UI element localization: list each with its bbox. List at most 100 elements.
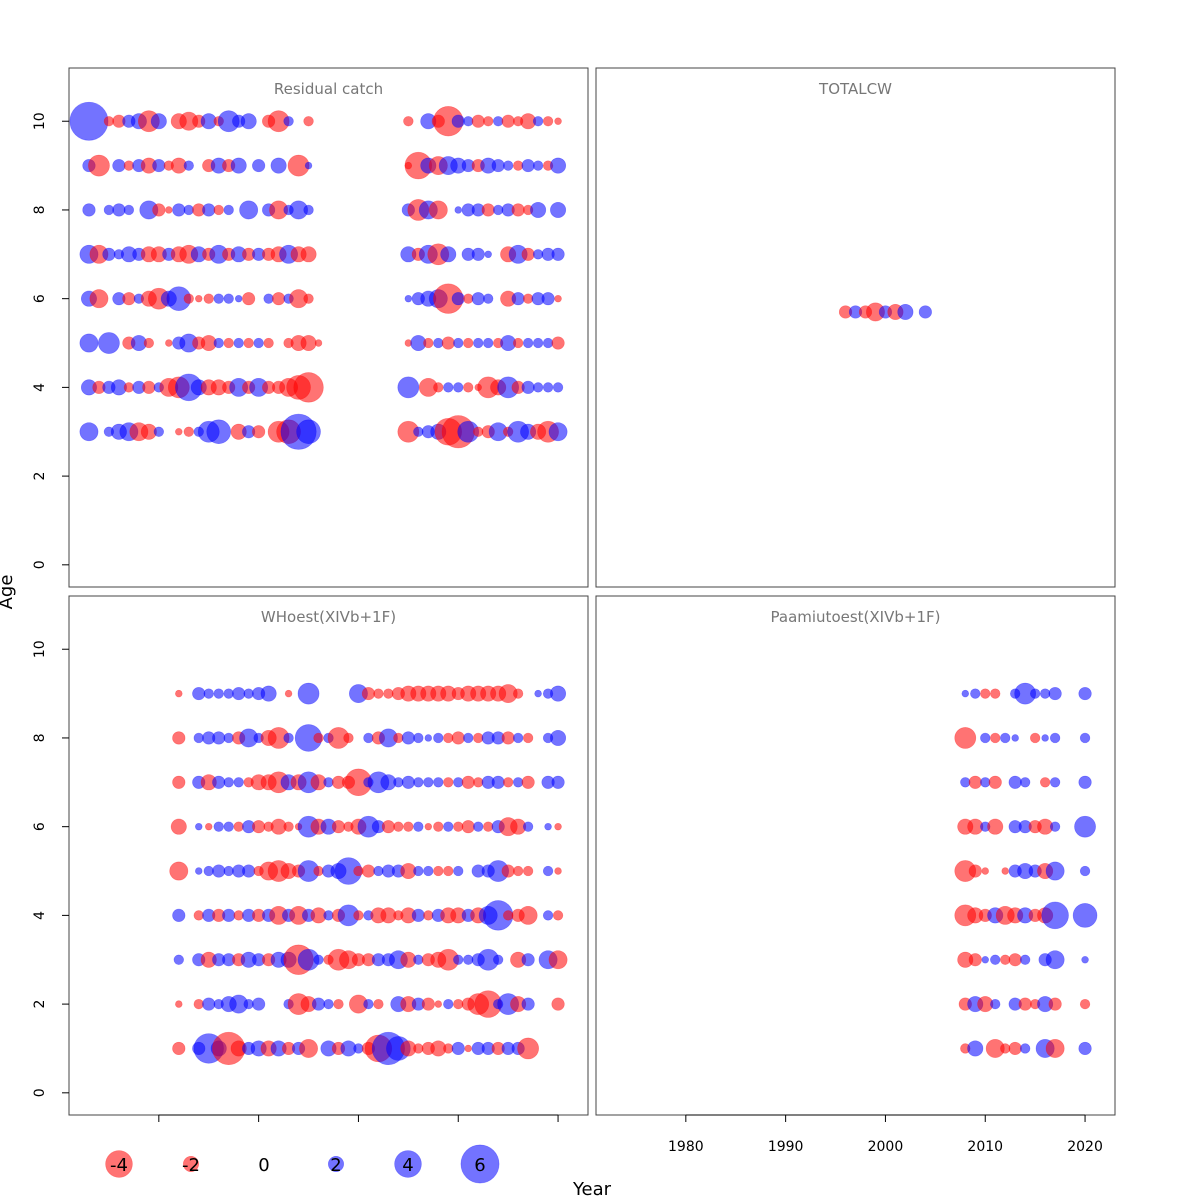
residual-bubble [300, 335, 317, 352]
residual-bubble [484, 250, 492, 259]
residual-bubble [1041, 734, 1049, 742]
residual-bubble [243, 337, 254, 349]
residual-bubble [424, 734, 433, 742]
residual-bubble [363, 732, 374, 744]
residual-bubble [512, 865, 524, 877]
residual-bubble [1048, 997, 1062, 1011]
residual-bubble [1045, 1039, 1065, 1058]
residual-bubble [243, 998, 254, 1010]
residual-bubble [970, 688, 981, 699]
residual-bubble [493, 954, 504, 965]
residual-bubble [473, 821, 484, 832]
residual-bubble [123, 382, 135, 393]
residual-bubble [223, 204, 234, 216]
residual-bubble [548, 422, 568, 442]
residual-bubble [532, 382, 544, 393]
x-axis-title: Year [572, 1179, 612, 1200]
panel-frame [68, 595, 589, 1116]
residual-bubble [172, 908, 186, 922]
residual-bubble [521, 997, 535, 1011]
residual-bubble [270, 157, 287, 174]
residual-bubble [968, 775, 982, 789]
residual-bubble [205, 822, 213, 831]
residual-bubble [461, 820, 475, 834]
residual-bubble [233, 821, 244, 832]
residual-bubble [413, 732, 424, 744]
residual-bubble [511, 292, 525, 306]
x-tick-label: 2010 [967, 1139, 1003, 1155]
residual-bubble [517, 1037, 539, 1060]
residual-bubble [1008, 953, 1022, 967]
residual-bubble [203, 865, 214, 877]
residual-bubble [239, 200, 259, 220]
residual-bubble [453, 337, 464, 349]
residual-bubble [443, 732, 454, 744]
residual-bubble [361, 864, 375, 878]
panel-4: Paamiutoest(XIVb+1F) 1980 1990 2000 2010 2020 [595, 595, 1116, 1155]
residual-bubble [195, 822, 203, 831]
residual-bubble [1079, 865, 1091, 877]
residual-bubble [453, 777, 464, 788]
legend-label: 4 [402, 1155, 413, 1176]
residual-bubble [463, 337, 474, 349]
residual-bubble [453, 821, 464, 832]
residual-bubble [1045, 861, 1065, 881]
residual-bubble [183, 293, 194, 304]
residual-bubble [423, 337, 434, 349]
residual-bubble [1018, 997, 1032, 1011]
residual-bubble [550, 201, 567, 218]
residual-bubble [172, 731, 186, 745]
residual-bubble [503, 777, 514, 788]
residual-bubble [451, 292, 465, 306]
y-tick-label: 10 [32, 640, 48, 658]
residual-bubble [240, 113, 257, 130]
residual-bubble [413, 1043, 424, 1054]
residual-bubble [1049, 821, 1061, 832]
residual-bubble [88, 154, 110, 177]
residual-bubble [1048, 687, 1062, 701]
residual-bubble [493, 116, 504, 127]
residual-bubble [393, 777, 404, 788]
residual-bubble [522, 293, 534, 304]
residual-bubble [451, 1041, 465, 1056]
residual-bubble [1079, 998, 1091, 1010]
residual-bubble [165, 206, 173, 214]
residual-bubble [263, 337, 274, 349]
residual-bubble [552, 382, 564, 393]
residual-bubble [232, 687, 246, 701]
residual-bubble [89, 289, 109, 309]
residual-bubble [122, 292, 136, 306]
residual-bubble [213, 293, 224, 304]
residual-bubble [153, 426, 164, 437]
residual-bubble [1000, 954, 1011, 965]
residual-bubble [403, 116, 414, 127]
residual-bubble [297, 682, 320, 705]
residual-bubble [1020, 954, 1031, 965]
residual-bubble [1079, 732, 1091, 744]
residual-bubble [503, 910, 514, 921]
residual-bubble [363, 998, 374, 1010]
residual-bubble [521, 775, 535, 789]
y-tick-label: 6 [32, 294, 48, 303]
residual-bubble [990, 732, 1001, 744]
residual-bubble [383, 688, 394, 699]
residual-bubble [230, 157, 247, 174]
residual-bubble [323, 910, 334, 921]
residual-bubble [1041, 901, 1069, 930]
residual-bubble [413, 426, 424, 437]
residual-bubble [428, 200, 448, 220]
residual-bubble [434, 1000, 443, 1008]
x-tick-label: 2000 [868, 1139, 904, 1155]
residual-bubble [453, 998, 464, 1010]
residual-bubble [112, 203, 126, 217]
residual-bubble [1039, 777, 1051, 788]
x-tick-label: 1980 [668, 1139, 704, 1155]
residual-bubble [980, 777, 991, 788]
panel-title: Paamiutoest(XIVb+1F) [771, 608, 941, 626]
residual-bubble [980, 688, 991, 699]
residual-bubble [1020, 1043, 1031, 1054]
residual-bubble [544, 822, 552, 831]
residual-bubble [193, 732, 204, 744]
residual-bubble [1078, 687, 1092, 701]
residual-bubble [252, 425, 266, 439]
